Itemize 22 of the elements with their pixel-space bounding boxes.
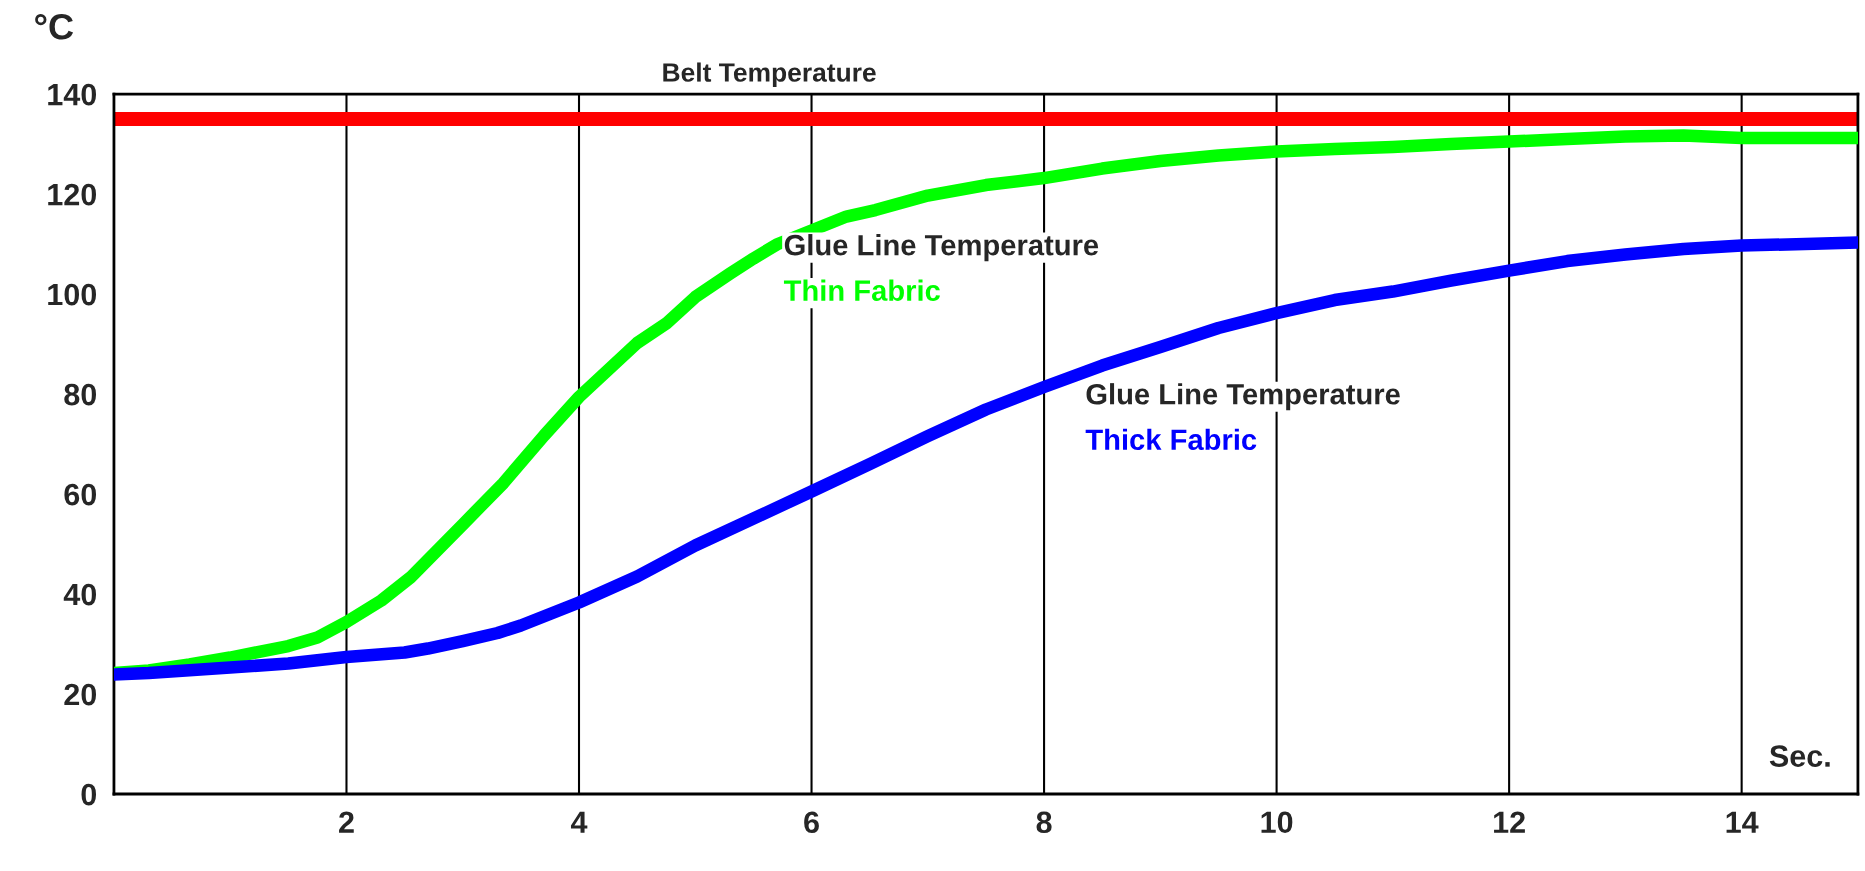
y-tick-label: 40 — [63, 583, 97, 606]
y-tick-label: 140 — [48, 83, 97, 106]
x-tick-label: 14 — [1726, 811, 1759, 833]
ref-line-label: Belt Temperature — [663, 62, 876, 88]
y-tick-label: 100 — [48, 283, 97, 306]
y-tick-label: 120 — [48, 183, 97, 206]
y-tick-label: 80 — [64, 383, 97, 406]
series-label: Thin Fabric — [783, 279, 940, 301]
annotation: Glue Line Temperature — [784, 234, 1099, 262]
x-tick-label: 8 — [1036, 811, 1052, 834]
x-tick-label: 10 — [1261, 811, 1293, 834]
x-tick-label: 6 — [804, 811, 819, 834]
y-tick-label: 60 — [64, 483, 97, 506]
series-label: Thick Fabric — [1085, 428, 1257, 451]
y-tick-label: 20 — [64, 683, 97, 706]
x-tick-label: 2 — [339, 811, 354, 833]
x-axis-title: Sec. — [1769, 745, 1830, 767]
y-tick-label: 0 — [81, 783, 97, 806]
x-tick-label: 12 — [1494, 811, 1525, 833]
annotation: Glue Line Temperature — [1086, 383, 1400, 411]
x-tick-label: 4 — [570, 811, 588, 833]
y-axis-title: °C — [35, 14, 74, 40]
